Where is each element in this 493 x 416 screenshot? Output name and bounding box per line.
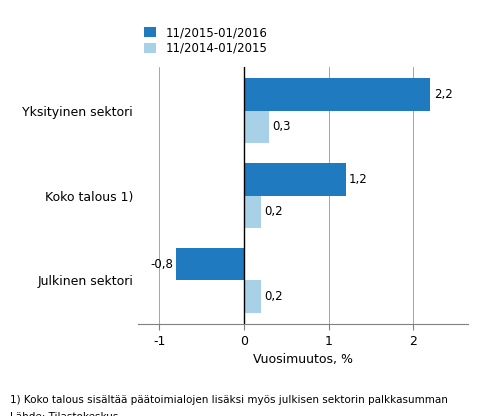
Bar <box>244 111 269 143</box>
X-axis label: Vuosimuutos, %: Vuosimuutos, % <box>253 354 353 366</box>
Bar <box>244 163 346 196</box>
Legend: 11/2015-01/2016, 11/2014-01/2015: 11/2015-01/2016, 11/2014-01/2015 <box>144 26 267 55</box>
Text: -0,8: -0,8 <box>150 258 173 271</box>
Text: 2,2: 2,2 <box>434 88 453 101</box>
Text: 1,2: 1,2 <box>349 173 368 186</box>
Text: 0,2: 0,2 <box>264 290 283 303</box>
Text: 1) Koko talous sisältää päätoimialojen lisäksi myös julkisen sektorin palkkasumm: 1) Koko talous sisältää päätoimialojen l… <box>10 395 448 405</box>
Text: Lähde: Tilastokeskus: Lähde: Tilastokeskus <box>10 412 118 416</box>
Text: 0,3: 0,3 <box>273 120 291 133</box>
Bar <box>244 280 261 313</box>
Bar <box>244 196 261 228</box>
Bar <box>244 78 430 111</box>
Text: 0,2: 0,2 <box>264 205 283 218</box>
Bar <box>176 248 244 280</box>
